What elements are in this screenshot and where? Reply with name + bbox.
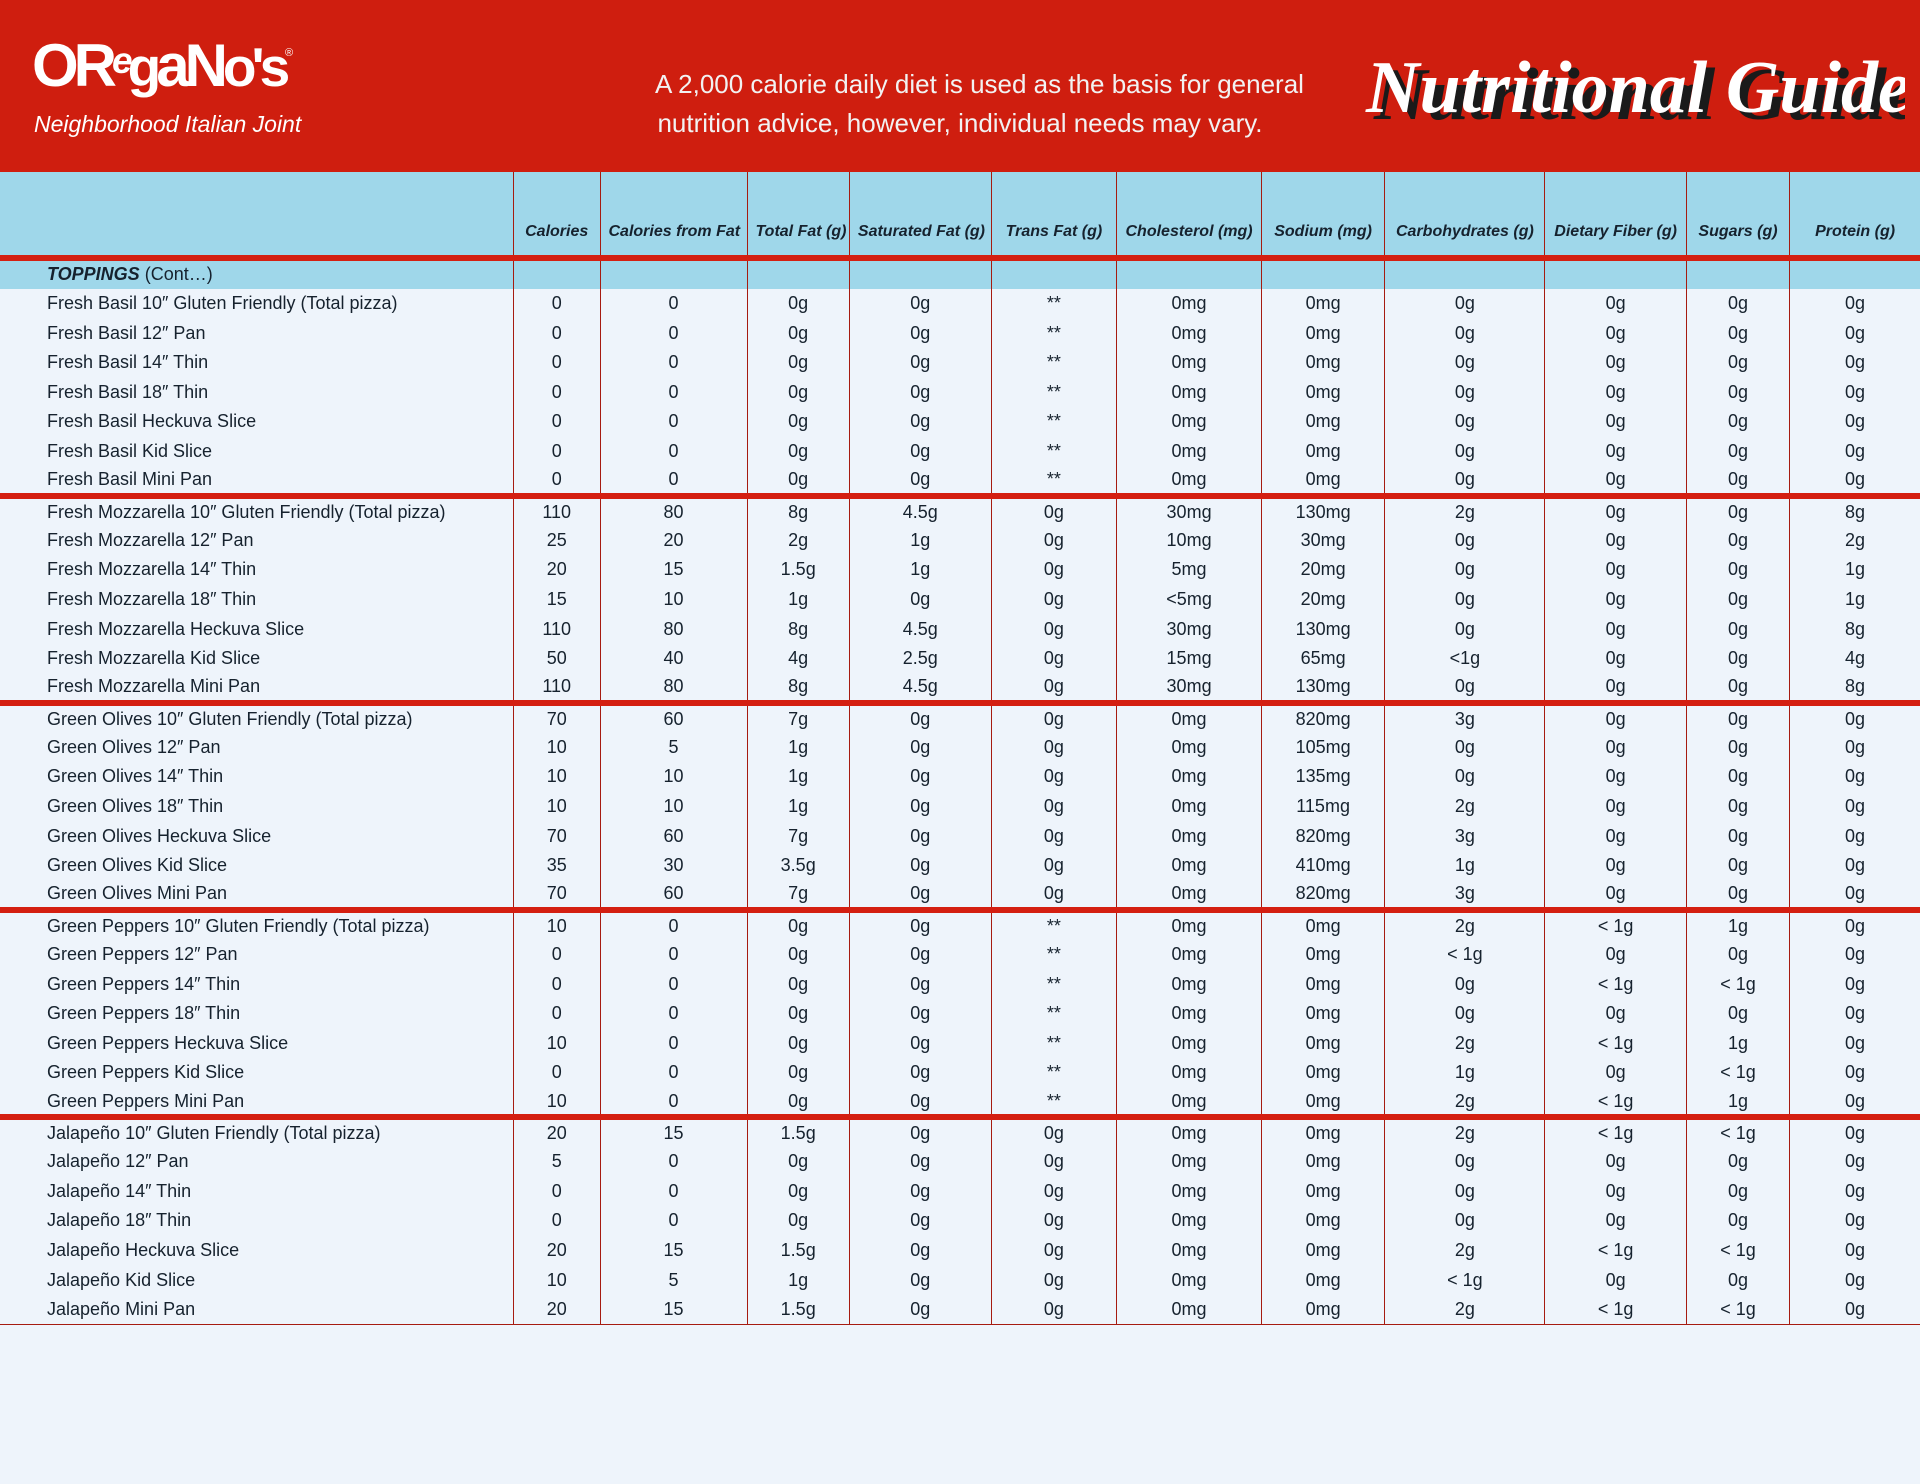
svg-text:ORegaNo's: ORegaNo's [32, 32, 289, 99]
svg-text:Neighborhood Italian Joint: Neighborhood Italian Joint [34, 111, 303, 137]
svg-text:®: ® [285, 47, 293, 59]
svg-text:Nutritional Guide: Nutritional Guide [1365, 47, 1905, 129]
